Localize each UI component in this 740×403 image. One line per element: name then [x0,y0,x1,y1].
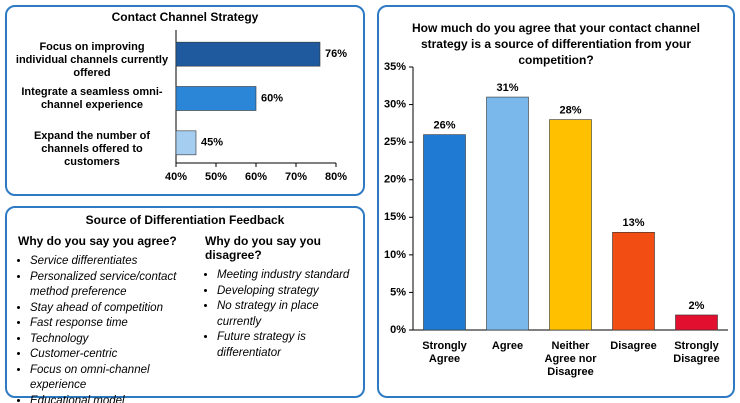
reason-item: Customer-centric [30,347,198,363]
value-label: 2% [689,300,705,312]
value-label: 13% [622,217,644,229]
disagree-column: Why do you say you disagree? Meeting ind… [205,234,365,361]
y-tick-label: 15% [384,211,406,223]
reason-item: Educational model [30,394,198,403]
value-label: 26% [433,120,455,132]
bar [175,130,197,156]
feedback-title: Source of Differentiation Feedback [85,213,285,227]
x-tick-label: 70% [285,171,307,183]
agree-column: Why do you say you agree? Service differ… [18,234,198,403]
value-label: 45% [201,137,223,149]
category-label: Agree [491,340,524,352]
reason-item: Meeting industry standard [217,268,365,284]
reason-item: Future strategy is differentiator [217,330,365,361]
reason-item: Focus on omni-channel experience [30,363,198,394]
bar [423,134,466,331]
value-label: 60% [261,92,283,104]
column-heading: Why do you say you agree? [18,234,177,248]
agree-panel [377,5,735,398]
bar [675,314,718,331]
feedback-panel [5,206,365,398]
bar [612,232,655,331]
value-label: 28% [559,105,581,117]
value-label: 76% [325,48,347,60]
y-tick-label: 30% [384,98,406,110]
bar [486,96,529,331]
y-tick-label: 0% [390,324,406,336]
y-tick-label: 10% [384,249,406,261]
channel-panel [5,5,365,196]
reason-list: Meeting industry standardDeveloping stra… [205,268,365,361]
reason-item: No strategy in place currently [217,299,365,330]
category-label: Expand the number of channels offered to… [33,129,151,168]
y-tick-label: 35% [384,61,406,73]
reason-item: Stay ahead of competition [30,301,198,317]
y-tick-label: 25% [384,136,406,148]
reason-list: Service differentiatesPersonalized servi… [18,254,198,403]
value-label: 31% [496,82,518,94]
reason-item: Personalized service/contact method pref… [30,270,198,301]
category-label: Neither Agree nor Disagree [544,340,597,378]
reason-item: Fast response time [30,316,198,332]
category-label: Focus on improving individual channels c… [15,41,169,80]
y-tick-label: 5% [390,286,406,298]
category-label: Strongly Disagree [673,340,720,365]
chart-title: How much do you agree that your contact … [411,21,701,67]
column-heading: Why do you say you disagree? [205,234,322,262]
x-tick-label: 60% [245,171,267,183]
reason-item: Developing strategy [217,284,365,300]
bar [175,41,321,67]
y-tick-label: 20% [384,174,406,186]
x-tick-label: 80% [325,171,347,183]
reason-item: Service differentiates [30,254,198,270]
x-tick-label: 50% [205,171,227,183]
reason-item: Technology [30,332,198,348]
category-label: Integrate a seamless omni-channel experi… [21,85,163,111]
x-tick-label: 40% [165,171,187,183]
category-label: Disagree [610,340,657,352]
bar [549,119,592,331]
chart-title: Contact Channel Strategy [111,10,259,24]
category-label: Strongly Agree [422,340,467,365]
bar [175,86,257,111]
